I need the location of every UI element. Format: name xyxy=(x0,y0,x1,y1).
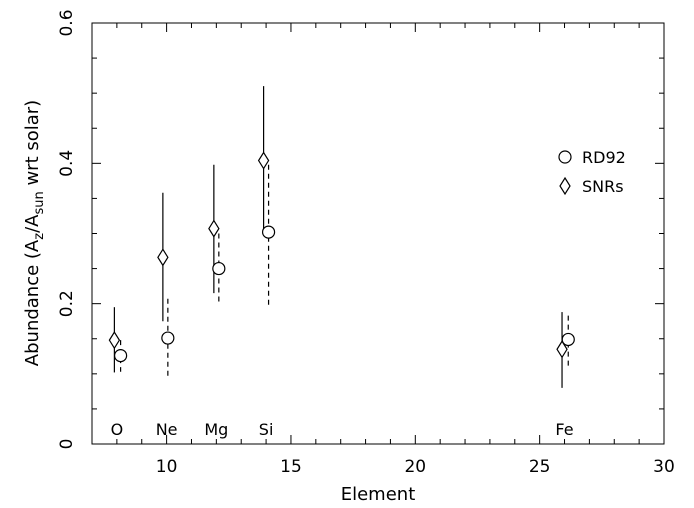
rd92-point xyxy=(212,261,226,276)
axis-tick-labels: 10 15 20 25 30 0 0.2 0.4 0.6 xyxy=(57,9,675,477)
snrs-point xyxy=(556,340,568,359)
error-bars xyxy=(113,86,569,388)
element-label: O xyxy=(111,420,124,439)
y-axis-label-mid: /A xyxy=(22,214,43,233)
element-labels: O Ne Mg Si Fe xyxy=(111,420,574,439)
plot-frame xyxy=(91,22,665,445)
x-tick-label: 15 xyxy=(280,457,302,477)
snrs-point xyxy=(257,151,270,170)
y-axis-label: Abundance (Az/Asun wrt solar) xyxy=(22,100,47,366)
rd92-point xyxy=(113,348,128,363)
axis-ticks xyxy=(91,22,665,445)
legend-rd92-label: RD92 xyxy=(582,148,626,167)
x-tick-label: 10 xyxy=(156,457,178,477)
data-markers xyxy=(108,151,575,363)
element-label: Si xyxy=(259,420,274,439)
element-label: Mg xyxy=(204,420,228,439)
x-axis-label: Element xyxy=(341,484,416,505)
snrs-point xyxy=(208,219,220,238)
rd92-point xyxy=(261,225,276,239)
snrs-point xyxy=(108,331,121,350)
legend: RD92 SNRs xyxy=(558,148,626,196)
y-tick-label: 0.2 xyxy=(57,290,77,317)
x-tick-label: 30 xyxy=(653,457,675,477)
legend-snrs-marker xyxy=(559,176,571,196)
y-axis-label-sub2: sun xyxy=(32,191,47,214)
y-tick-label: 0.6 xyxy=(57,9,77,36)
snrs-point xyxy=(157,248,169,267)
y-tick-label: 0 xyxy=(57,439,77,450)
y-tick-label: 0.4 xyxy=(57,150,77,177)
element-label: Fe xyxy=(555,420,573,439)
legend-rd92-marker xyxy=(558,150,572,164)
legend-snrs-label: SNRs xyxy=(582,177,624,196)
rd92-point xyxy=(161,331,175,345)
rd92-point xyxy=(561,332,575,347)
x-tick-label: 25 xyxy=(529,457,551,477)
y-axis-label-prefix: Abundance (A xyxy=(22,239,43,366)
element-label: Ne xyxy=(156,420,178,439)
y-axis-label-sub1: z xyxy=(32,233,47,240)
x-tick-label: 20 xyxy=(404,457,426,477)
y-axis-label-suffix: wrt solar) xyxy=(22,100,43,191)
